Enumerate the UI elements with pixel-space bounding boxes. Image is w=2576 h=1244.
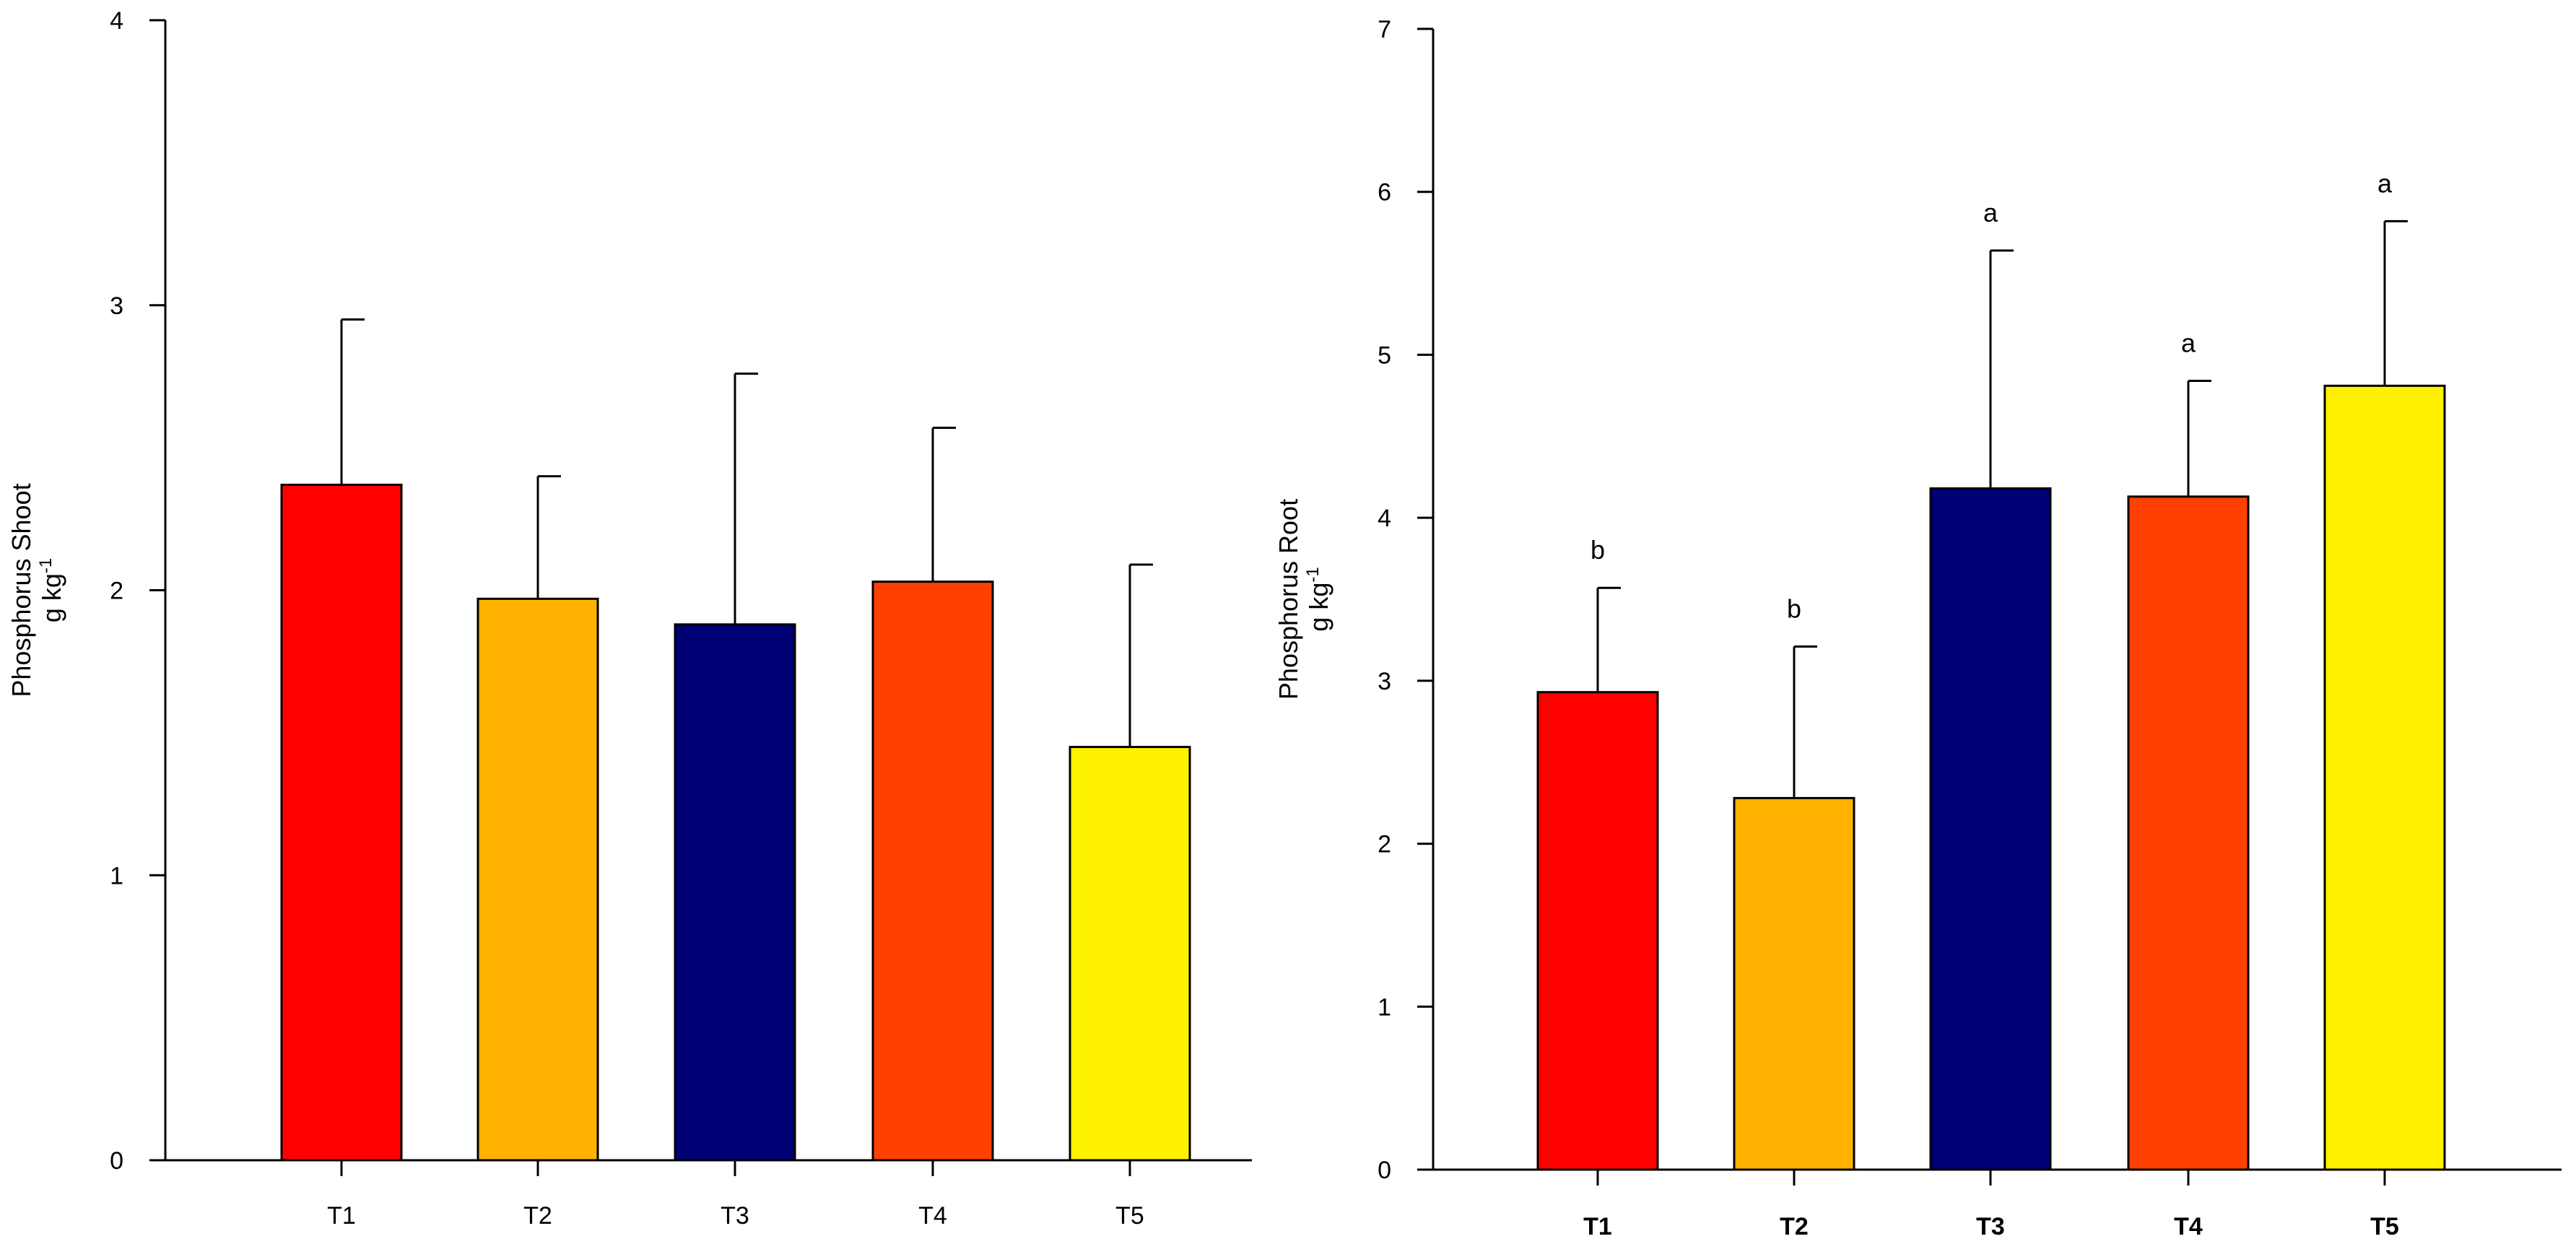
y-tick-label: 6 [1378, 179, 1391, 206]
y-tick-label: 1 [1378, 993, 1391, 1021]
root-phosphorus-chart: b b a a a 0 1 2 3 4 5 6 7 T1 T2 T3 T4 T5 Phosphorus Root g … [1274, 16, 2562, 1240]
x-tick-label-t5: T5 [1115, 1202, 1144, 1230]
x-tick-label-t2: T2 [523, 1202, 552, 1230]
x-tick-label-t1: T1 [1583, 1213, 1612, 1240]
bar-t3 [674, 623, 796, 1162]
y-axis-unit: g kg-1 [1303, 567, 1334, 631]
y-tick-label: 0 [110, 1147, 123, 1175]
y-axis-unit: g kg-1 [36, 558, 67, 622]
y-tick-label: 0 [1378, 1157, 1391, 1184]
bar-t1 [1536, 691, 1659, 1171]
bar-t4 [2127, 495, 2250, 1171]
significance-label-t1: b [1591, 535, 1605, 565]
y-tick-label: 2 [1378, 831, 1391, 858]
x-tick-label-t3: T3 [1976, 1213, 2005, 1240]
x-tick-label-t1: T1 [327, 1202, 356, 1230]
y-tick-label: 3 [1378, 668, 1391, 695]
significance-label-t2: b [1787, 593, 1801, 623]
x-tick-label-t2: T2 [1780, 1213, 1809, 1240]
y-tick-label: 1 [110, 862, 123, 889]
y-axis-title: Phosphorus Root [1274, 499, 1303, 700]
y-tick-label: 7 [1378, 16, 1391, 43]
bar-t5 [2323, 384, 2446, 1171]
y-tick-label: 4 [110, 7, 123, 35]
x-tick-label-t3: T3 [721, 1202, 749, 1230]
bar-t5 [1069, 746, 1191, 1162]
y-tick-label: 4 [1378, 505, 1391, 532]
shoot-phosphorus-chart: 0 1 2 3 4 T1 T2 T3 T4 T5 Phosphorus Shoot g kg-1 [6, 7, 1252, 1230]
y-tick-label: 2 [110, 578, 123, 605]
bar-t2 [477, 597, 599, 1162]
bar-t1 [280, 483, 403, 1162]
x-tick-label-t5: T5 [2370, 1213, 2399, 1240]
x-tick-label-t4: T4 [918, 1202, 947, 1230]
bar-t3 [1929, 487, 2052, 1171]
significance-label-t5: a [2377, 168, 2393, 198]
bar-t2 [1733, 796, 1855, 1171]
x-tick-label-t4: T4 [2174, 1213, 2203, 1240]
y-axis-title: Phosphorus Shoot [6, 483, 36, 697]
y-tick-label: 5 [1378, 342, 1391, 369]
y-tick-label: 3 [110, 292, 123, 320]
significance-label-t3: a [1983, 198, 1998, 227]
bar-t4 [871, 580, 994, 1162]
significance-label-t4: a [2181, 329, 2196, 358]
